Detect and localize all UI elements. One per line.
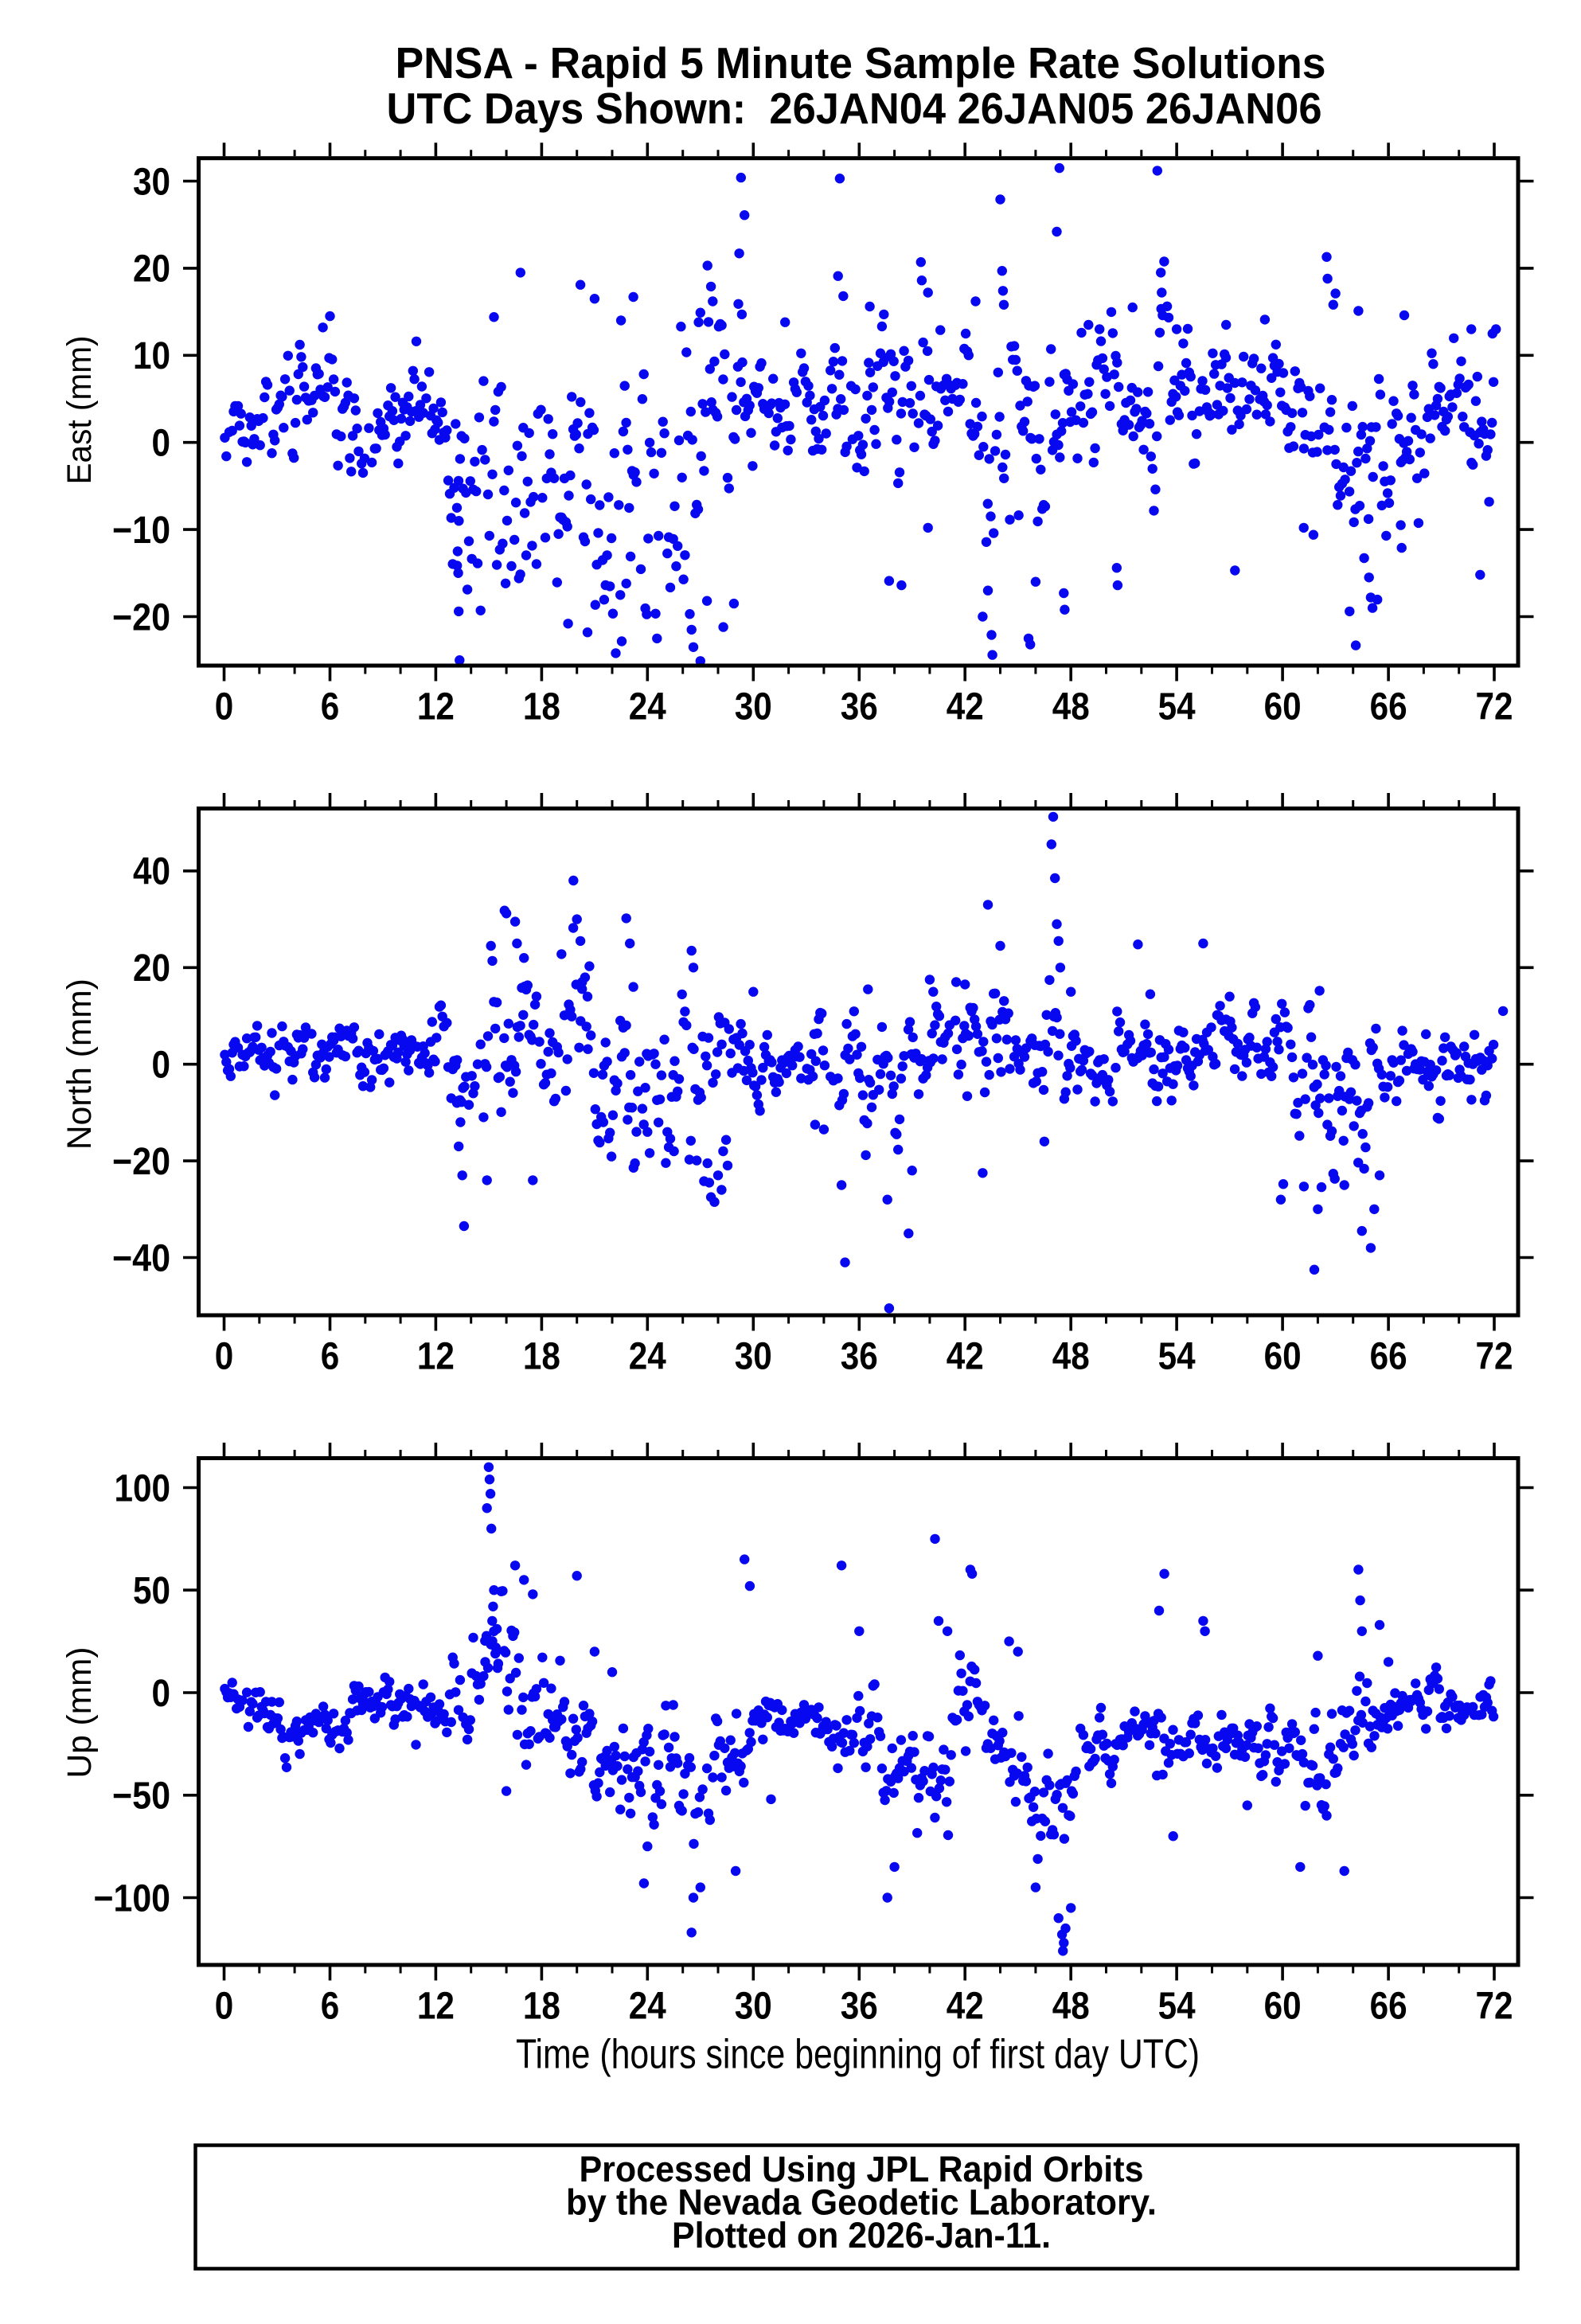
svg-text:24: 24 (629, 1336, 666, 1378)
svg-text:PNSA - Rapid 5 Minute Sample R: PNSA - Rapid 5 Minute Sample Rate Soluti… (396, 38, 1326, 88)
svg-text:30: 30 (735, 1986, 772, 2028)
svg-text:0: 0 (215, 1336, 234, 1378)
svg-text:UTC Days Shown: 26JAN04 26JAN: UTC Days Shown: 26JAN04 26JAN05 26JAN06 (387, 84, 1322, 133)
svg-text:42: 42 (947, 686, 984, 728)
svg-text:12: 12 (417, 1986, 455, 2028)
svg-text:66: 66 (1370, 686, 1407, 728)
svg-text:36: 36 (841, 686, 878, 728)
svg-text:Plotted on 2026-Jan-11.: Plotted on 2026-Jan-11. (672, 2215, 1051, 2256)
svg-text:18: 18 (523, 686, 560, 728)
svg-text:36: 36 (841, 1336, 878, 1378)
svg-text:54: 54 (1158, 1986, 1196, 2028)
svg-text:12: 12 (417, 1336, 455, 1378)
svg-text:0: 0 (152, 1045, 171, 1087)
svg-text:North (mm): North (mm) (61, 978, 99, 1150)
svg-text:30: 30 (133, 161, 170, 203)
svg-text:36: 36 (841, 1986, 878, 2028)
svg-text:48: 48 (1052, 686, 1090, 728)
svg-text:60: 60 (1264, 686, 1302, 728)
svg-text:0: 0 (215, 686, 234, 728)
svg-text:18: 18 (523, 1986, 560, 2028)
svg-text:−10: −10 (112, 510, 170, 552)
svg-text:60: 60 (1264, 1336, 1302, 1378)
svg-text:20: 20 (133, 947, 170, 990)
svg-text:30: 30 (735, 686, 772, 728)
svg-text:by the Nevada Geodetic Laborat: by the Nevada Geodetic Laboratory. (566, 2181, 1157, 2222)
svg-text:Processed Using JPL Rapid Orbi: Processed Using JPL Rapid Orbits (580, 2149, 1144, 2189)
svg-text:0: 0 (215, 1986, 234, 2028)
svg-text:0: 0 (152, 423, 171, 465)
svg-text:42: 42 (947, 1336, 984, 1378)
svg-text:East (mm): East (mm) (61, 336, 99, 485)
svg-text:Up (mm): Up (mm) (61, 1647, 99, 1779)
svg-text:72: 72 (1476, 1336, 1513, 1378)
svg-text:−100: −100 (94, 1877, 171, 1920)
svg-text:40: 40 (133, 851, 170, 893)
svg-text:48: 48 (1052, 1336, 1090, 1378)
svg-text:18: 18 (523, 1336, 560, 1378)
svg-text:72: 72 (1476, 1986, 1513, 2028)
svg-text:42: 42 (947, 1986, 984, 2028)
svg-text:20: 20 (133, 248, 170, 291)
svg-text:100: 100 (115, 1467, 171, 1510)
svg-text:12: 12 (417, 686, 455, 728)
svg-text:−20: −20 (112, 1141, 170, 1183)
svg-text:6: 6 (321, 1986, 340, 2028)
svg-text:24: 24 (629, 1986, 666, 2028)
svg-text:−40: −40 (112, 1237, 170, 1279)
svg-text:−20: −20 (112, 596, 170, 639)
svg-text:10: 10 (133, 335, 170, 377)
svg-text:54: 54 (1158, 1336, 1196, 1378)
svg-text:Time (hours since beginning of: Time (hours since beginning of first day… (516, 2032, 1200, 2078)
svg-text:48: 48 (1052, 1986, 1090, 2028)
svg-text:50: 50 (133, 1570, 170, 1612)
svg-text:6: 6 (321, 686, 340, 728)
svg-text:30: 30 (735, 1336, 772, 1378)
svg-text:54: 54 (1158, 686, 1196, 728)
svg-text:−50: −50 (112, 1775, 170, 1818)
svg-text:24: 24 (629, 686, 666, 728)
svg-text:6: 6 (321, 1336, 340, 1378)
svg-text:72: 72 (1476, 686, 1513, 728)
svg-text:60: 60 (1264, 1986, 1302, 2028)
svg-text:0: 0 (152, 1673, 171, 1715)
svg-text:66: 66 (1370, 1986, 1407, 2028)
svg-text:66: 66 (1370, 1336, 1407, 1378)
